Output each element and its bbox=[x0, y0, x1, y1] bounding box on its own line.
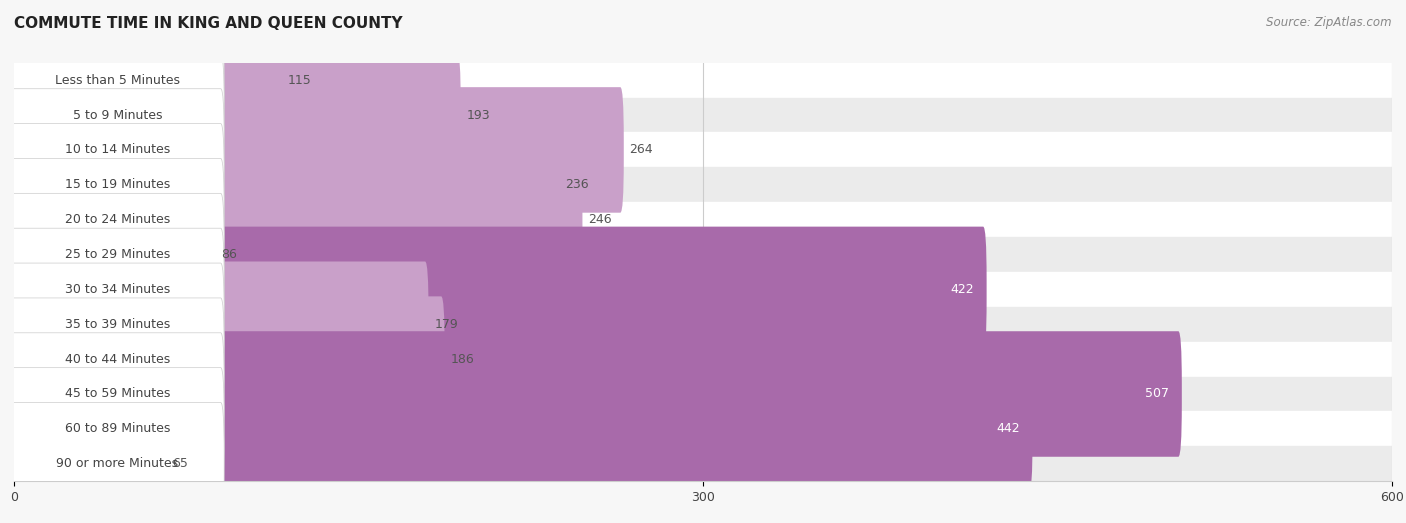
Text: 30 to 34 Minutes: 30 to 34 Minutes bbox=[65, 283, 170, 296]
Text: 115: 115 bbox=[287, 74, 311, 87]
Text: 179: 179 bbox=[434, 318, 458, 331]
FancyBboxPatch shape bbox=[11, 262, 429, 387]
Text: 246: 246 bbox=[588, 213, 612, 226]
Text: 60 to 89 Minutes: 60 to 89 Minutes bbox=[65, 423, 170, 435]
Text: COMMUTE TIME IN KING AND QUEEN COUNTY: COMMUTE TIME IN KING AND QUEEN COUNTY bbox=[14, 16, 402, 31]
Text: 422: 422 bbox=[950, 283, 974, 296]
Text: Less than 5 Minutes: Less than 5 Minutes bbox=[55, 74, 180, 87]
Bar bbox=[14, 98, 1392, 132]
Text: 25 to 29 Minutes: 25 to 29 Minutes bbox=[65, 248, 170, 261]
Bar bbox=[14, 342, 1392, 377]
FancyBboxPatch shape bbox=[11, 298, 224, 420]
Bar bbox=[14, 167, 1392, 202]
FancyBboxPatch shape bbox=[11, 401, 167, 523]
FancyBboxPatch shape bbox=[11, 17, 281, 143]
FancyBboxPatch shape bbox=[11, 194, 224, 316]
FancyBboxPatch shape bbox=[11, 228, 224, 350]
Text: 20 to 24 Minutes: 20 to 24 Minutes bbox=[65, 213, 170, 226]
Text: 186: 186 bbox=[450, 353, 474, 366]
Bar bbox=[14, 446, 1392, 481]
FancyBboxPatch shape bbox=[11, 263, 224, 385]
FancyBboxPatch shape bbox=[11, 297, 444, 422]
FancyBboxPatch shape bbox=[11, 19, 224, 141]
Text: 15 to 19 Minutes: 15 to 19 Minutes bbox=[65, 178, 170, 191]
Bar bbox=[14, 272, 1392, 307]
FancyBboxPatch shape bbox=[11, 123, 224, 246]
Text: 5 to 9 Minutes: 5 to 9 Minutes bbox=[73, 109, 162, 121]
Text: 40 to 44 Minutes: 40 to 44 Minutes bbox=[65, 353, 170, 366]
FancyBboxPatch shape bbox=[11, 158, 224, 281]
FancyBboxPatch shape bbox=[11, 89, 224, 211]
Bar bbox=[14, 412, 1392, 446]
Text: 65: 65 bbox=[173, 457, 188, 470]
FancyBboxPatch shape bbox=[11, 226, 987, 352]
Text: Source: ZipAtlas.com: Source: ZipAtlas.com bbox=[1267, 16, 1392, 29]
FancyBboxPatch shape bbox=[11, 331, 1182, 457]
Text: 35 to 39 Minutes: 35 to 39 Minutes bbox=[65, 318, 170, 331]
Bar bbox=[14, 63, 1392, 98]
Text: 86: 86 bbox=[221, 248, 236, 261]
Bar bbox=[14, 377, 1392, 412]
FancyBboxPatch shape bbox=[11, 157, 582, 282]
FancyBboxPatch shape bbox=[11, 366, 1032, 492]
Text: 90 or more Minutes: 90 or more Minutes bbox=[56, 457, 179, 470]
Bar bbox=[14, 132, 1392, 167]
Text: 264: 264 bbox=[630, 143, 654, 156]
Text: 193: 193 bbox=[467, 109, 491, 121]
FancyBboxPatch shape bbox=[11, 52, 461, 178]
Text: 236: 236 bbox=[565, 178, 589, 191]
Text: 507: 507 bbox=[1144, 388, 1170, 401]
Text: 10 to 14 Minutes: 10 to 14 Minutes bbox=[65, 143, 170, 156]
Bar bbox=[14, 237, 1392, 272]
FancyBboxPatch shape bbox=[11, 368, 224, 490]
Bar bbox=[14, 307, 1392, 342]
Text: 442: 442 bbox=[997, 423, 1019, 435]
Text: 45 to 59 Minutes: 45 to 59 Minutes bbox=[65, 388, 170, 401]
FancyBboxPatch shape bbox=[11, 87, 624, 213]
Bar bbox=[14, 202, 1392, 237]
FancyBboxPatch shape bbox=[11, 403, 224, 523]
FancyBboxPatch shape bbox=[11, 54, 224, 176]
FancyBboxPatch shape bbox=[11, 333, 224, 455]
FancyBboxPatch shape bbox=[11, 122, 560, 247]
FancyBboxPatch shape bbox=[11, 192, 215, 317]
